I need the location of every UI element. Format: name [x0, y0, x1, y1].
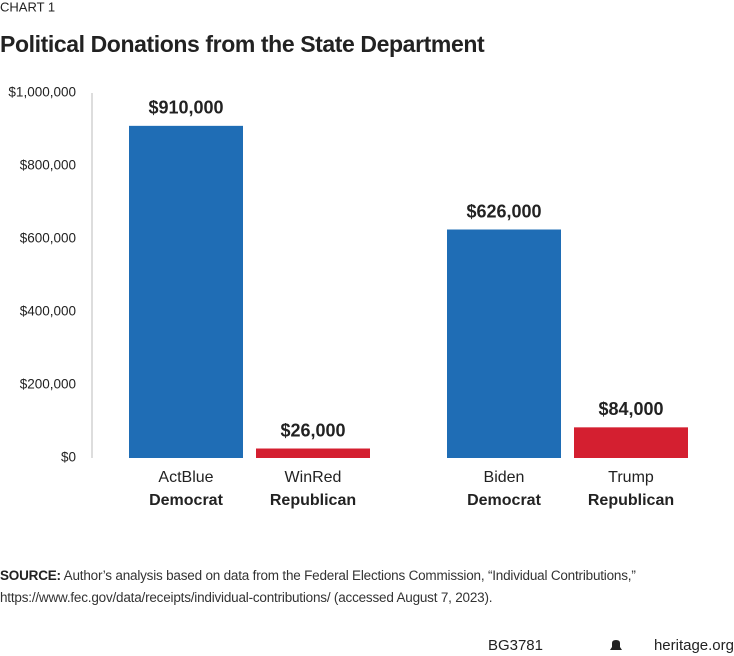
chart-label: CHART 1 [0, 0, 55, 14]
x-tick-label: ActBlue [158, 469, 213, 486]
data-label: $910,000 [148, 98, 223, 118]
x-tick-label: Biden [484, 469, 525, 486]
y-tick-label: $0 [61, 450, 76, 465]
data-label: $626,000 [466, 201, 541, 221]
x-tick-label: WinRed [285, 469, 342, 486]
party-label: Republican [270, 492, 356, 509]
y-tick-label: $200,000 [20, 377, 76, 392]
data-label: $26,000 [280, 420, 345, 440]
site: heritage.org [654, 637, 734, 654]
party-label: Democrat [149, 492, 223, 509]
bell-icon [610, 640, 622, 650]
data-label: $84,000 [598, 399, 663, 419]
x-tick-label: Trump [608, 469, 654, 486]
report-code: BG3781 [488, 637, 543, 654]
bar [129, 125, 243, 458]
bar [447, 229, 561, 458]
source-text: Author’s analysis based on data from the… [0, 568, 636, 605]
party-label: Democrat [467, 492, 541, 509]
chart-title: Political Donations from the State Depar… [0, 31, 485, 57]
y-tick-label: $1,000,000 [8, 85, 76, 100]
bar [574, 427, 688, 458]
party-label: Republican [588, 492, 674, 509]
source-note: SOURCE: Author’s analysis based on data … [0, 565, 725, 609]
y-tick-label: $600,000 [20, 231, 76, 246]
bar [256, 448, 370, 458]
y-tick-label: $800,000 [20, 158, 76, 173]
source-label: SOURCE: [0, 568, 61, 583]
y-tick-label: $400,000 [20, 304, 76, 319]
